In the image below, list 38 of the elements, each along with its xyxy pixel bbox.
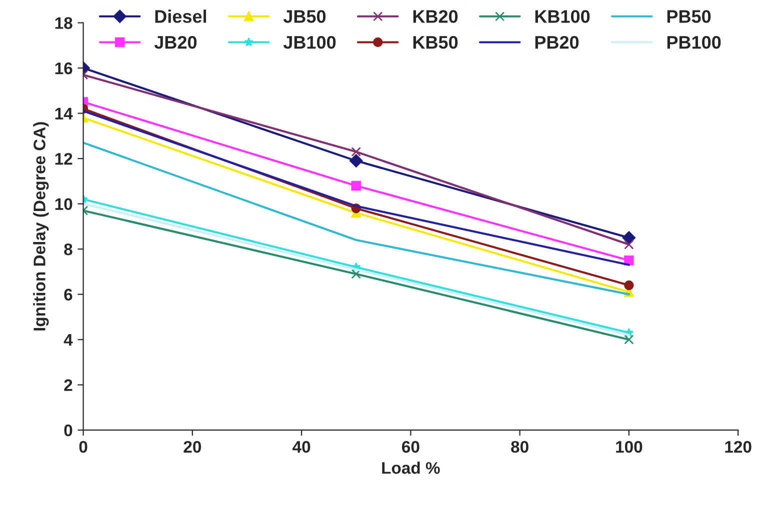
legend-label: KB50: [413, 36, 458, 49]
y-axis-title: Ignition Delay (Degree CA): [33, 122, 49, 330]
legend-label: PB100: [667, 36, 721, 49]
y-tick-label: 2: [64, 379, 72, 391]
y-tick-label: 4: [64, 334, 73, 346]
y-tick-label: 14: [55, 108, 73, 120]
point: [624, 334, 634, 344]
legend-label: JB50: [283, 10, 326, 23]
y-tick-label: 8: [64, 243, 72, 256]
x-tick-label: 40: [292, 440, 310, 453]
x-tick-label: 60: [402, 440, 420, 453]
x-tick-label: 80: [511, 440, 528, 453]
y-tick-label: 6: [64, 288, 72, 301]
x-tick-label: 20: [184, 440, 201, 453]
point: [624, 240, 634, 250]
x-tick-label: 100: [616, 440, 642, 453]
point: [351, 269, 361, 279]
y-tick-label: 0: [64, 424, 72, 436]
x-axis-title: Load %: [382, 462, 440, 474]
legend-label: Diesel: [155, 10, 206, 23]
legend-label: PB50: [667, 10, 711, 23]
legend-label: JB20: [154, 36, 197, 49]
y-tick-label: 18: [55, 17, 72, 29]
y-tick-label: 12: [55, 152, 72, 165]
x-tick-label: 0: [79, 440, 88, 453]
legend-label: KB20: [413, 10, 458, 23]
point: [351, 146, 361, 157]
x-tick-label: 120: [725, 440, 752, 453]
point: [351, 180, 361, 191]
y-tick-label: 10: [55, 198, 72, 210]
point: [350, 154, 363, 168]
point: [622, 231, 636, 244]
legend-label: KB100: [535, 10, 590, 23]
point: [624, 256, 634, 266]
legend-label: PB20: [535, 36, 579, 49]
point: [624, 280, 634, 290]
y-tick-label: 16: [55, 62, 72, 74]
legend-label: JB100: [283, 36, 336, 49]
